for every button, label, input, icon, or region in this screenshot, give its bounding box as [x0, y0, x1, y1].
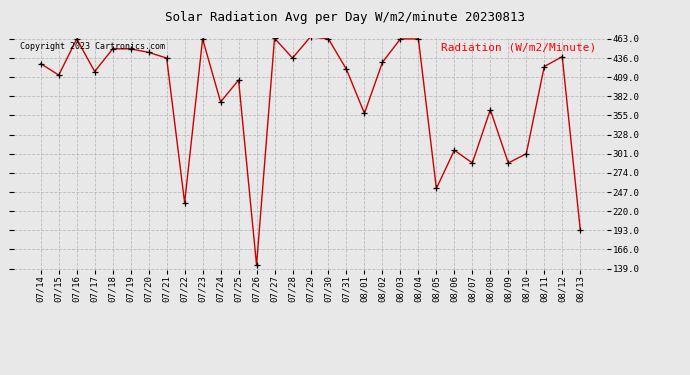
Text: Copyright 2023 Cartronics.com: Copyright 2023 Cartronics.com: [20, 42, 165, 51]
Text: Radiation (W/m2/Minute): Radiation (W/m2/Minute): [441, 42, 596, 52]
Text: Solar Radiation Avg per Day W/m2/minute 20230813: Solar Radiation Avg per Day W/m2/minute …: [165, 11, 525, 24]
